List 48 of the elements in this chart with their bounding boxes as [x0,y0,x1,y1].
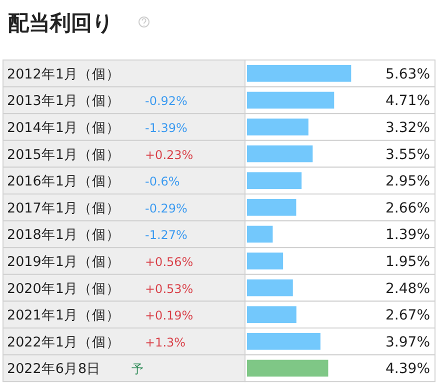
text: +0.23% [145,148,194,162]
y-tick-label: 2012年1月（個） [7,66,120,82]
y-tick-label: 2013年1月（個） [7,93,120,110]
bar [247,279,293,296]
data-label: 1.95% [386,254,430,270]
y-tick-label: 2016年1月（個） [7,174,120,190]
data-label: 3.97% [386,334,430,350]
bar [247,199,296,216]
y-tick-label: 2020年1月（個） [7,280,120,297]
text: -0.92% [145,94,188,108]
y-tick-label: 2019年1月（個） [7,254,120,270]
bar [247,118,308,136]
text: -0.29% [145,201,188,216]
bar [247,226,273,243]
text: -1.27% [145,228,188,242]
text: 配当利回り [8,11,114,35]
data-label: 4.39% [386,361,430,378]
bar [247,145,313,162]
data-label: 3.55% [386,146,430,163]
y-tick-label: 2014年1月（個） [7,120,120,136]
y-tick-label: 2021年1月（個） [7,308,120,324]
y-tick-label: 2018年1月（個） [7,227,120,244]
data-label: 3.32% [386,120,430,136]
text: +1.3% [145,335,186,350]
data-label: 5.63% [386,66,430,82]
data-label: 1.39% [386,227,430,244]
data-label: 2.66% [386,200,430,216]
text: +0.53% [145,282,194,296]
y-tick-label: 2017年1月（個） [7,200,120,216]
bar [247,252,284,270]
data-label: 2.67% [386,308,430,324]
bar [247,92,334,109]
bar [247,360,328,377]
data-label: 2.95% [386,174,430,190]
text: +0.19% [145,308,194,323]
bar [247,172,302,189]
text: -1.39% [145,121,188,135]
data-label: 4.71% [386,93,430,110]
bar [247,65,352,82]
data-label: 2.48% [386,280,430,297]
text: 予 [132,362,144,376]
y-tick-label: 2015年1月（個） [7,146,120,163]
text: +0.56% [145,255,194,269]
text: -0.6% [145,174,180,189]
bar [247,306,296,323]
bar [247,333,320,350]
y-tick-label: 2022年6月8日 [7,361,101,378]
y-tick-label: 2022年1月（個） [7,334,120,350]
